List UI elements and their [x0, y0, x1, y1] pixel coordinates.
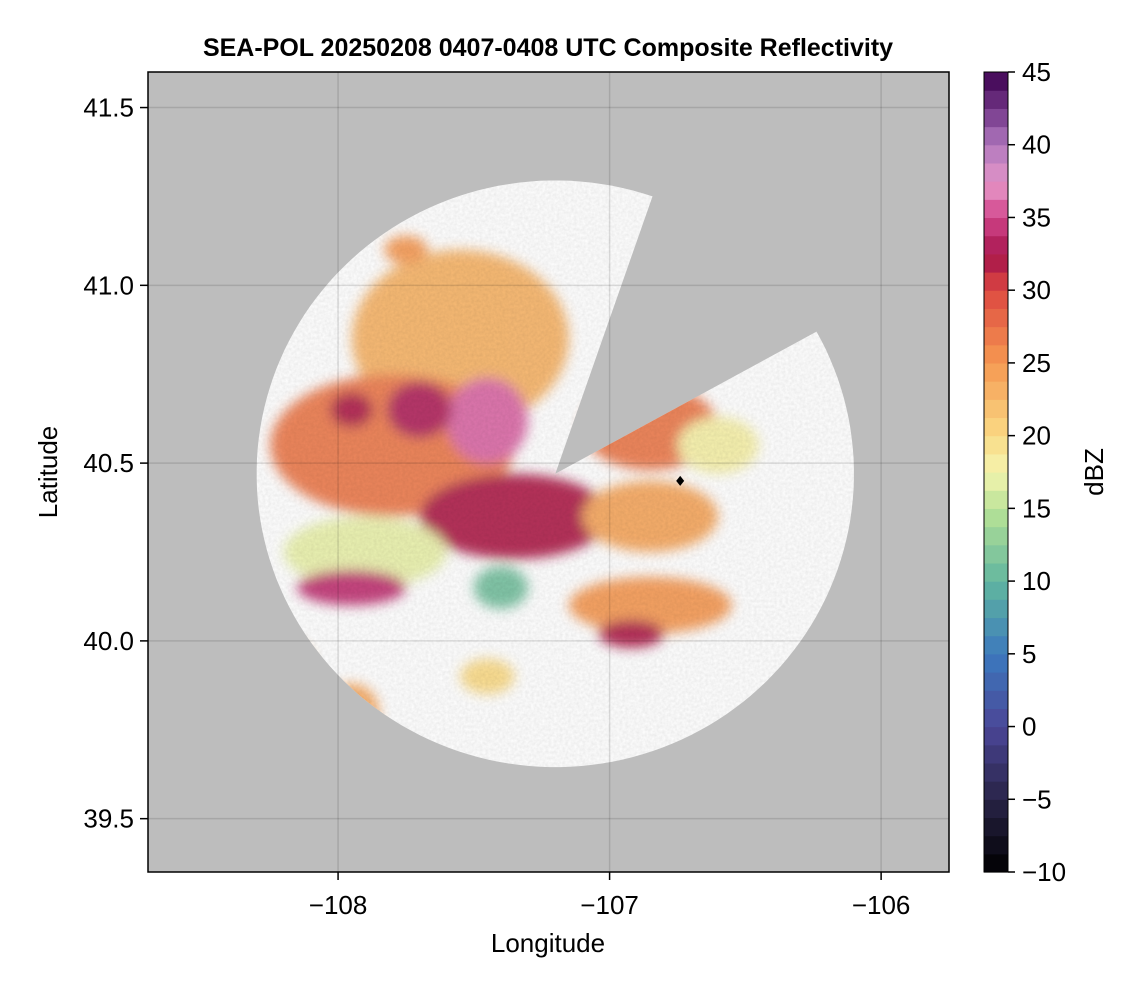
- colorbar-swatch: [984, 435, 1008, 455]
- colorbar-swatch: [984, 781, 1008, 800]
- colorbar-swatch: [984, 762, 1008, 782]
- colorbar-swatch: [984, 199, 1008, 219]
- colorbar-label: dBZ: [1079, 448, 1109, 496]
- colorbar-tick-label: 25: [1022, 348, 1051, 378]
- x-tick-label: −107: [580, 890, 639, 920]
- colorbar-swatch: [984, 326, 1008, 346]
- colorbar-swatch: [984, 490, 1008, 509]
- colorbar-swatch: [984, 417, 1008, 437]
- colorbar-swatch: [984, 253, 1008, 273]
- y-axis-label: Latitude: [33, 426, 63, 519]
- chart-title: SEA-POL 20250208 0407-0408 UTC Composite…: [203, 34, 893, 62]
- colorbar-tick-label: 5: [1022, 639, 1036, 669]
- colorbar-swatch: [984, 344, 1008, 364]
- colorbar-tick-label: 30: [1022, 275, 1051, 305]
- grid-lines: [148, 72, 949, 872]
- colorbar-ticks: −10 −5 0 5 10 15 20 25 30 35 40 45: [1008, 57, 1066, 887]
- colorbar-tick-label: −5: [1022, 784, 1052, 814]
- colorbar-swatch: [984, 635, 1008, 655]
- colorbar-tick-label: 10: [1022, 566, 1051, 596]
- colorbar-swatch: [984, 235, 1008, 255]
- colorbar-swatch: [984, 835, 1008, 855]
- colorbar-swatch: [984, 272, 1008, 291]
- colorbar-swatch: [984, 544, 1008, 564]
- colorbar-swatch: [984, 744, 1008, 764]
- colorbar: [984, 72, 1008, 873]
- y-tick-label: 40.5: [83, 448, 134, 478]
- colorbar-swatch: [984, 162, 1008, 182]
- colorbar-swatch: [984, 672, 1008, 691]
- colorbar-swatch: [984, 90, 1008, 109]
- colorbar-swatch: [984, 599, 1008, 619]
- colorbar-tick-label: −10: [1022, 857, 1066, 887]
- colorbar-swatch: [984, 126, 1008, 146]
- x-axis-ticks: −108 −107 −106: [309, 872, 911, 920]
- colorbar-swatch: [984, 726, 1008, 746]
- colorbar-frame: [983, 71, 1009, 873]
- y-tick-label: 41.0: [83, 270, 134, 300]
- colorbar-swatch: [984, 290, 1008, 309]
- colorbar-tick-label: 20: [1022, 421, 1051, 451]
- colorbar-tick-label: 45: [1022, 57, 1051, 87]
- colorbar-swatch: [984, 472, 1008, 491]
- colorbar-swatch: [984, 108, 1008, 128]
- colorbar-swatch: [984, 72, 1008, 91]
- colorbar-tick-label: 40: [1022, 130, 1051, 160]
- y-tick-label: 40.0: [83, 626, 134, 656]
- y-tick-label: 39.5: [83, 804, 134, 834]
- x-tick-label: −106: [852, 890, 911, 920]
- x-axis-label: Longitude: [491, 928, 605, 958]
- colorbar-swatch: [984, 617, 1008, 637]
- colorbar-swatch: [984, 708, 1008, 728]
- colorbar-swatch: [984, 653, 1008, 673]
- colorbar-swatch: [984, 181, 1008, 200]
- colorbar-swatch: [984, 381, 1008, 400]
- colorbar-tick-label: 15: [1022, 493, 1051, 523]
- colorbar-swatch: [984, 526, 1008, 546]
- colorbar-swatch: [984, 817, 1008, 837]
- colorbar-swatch: [984, 853, 1008, 873]
- colorbar-swatch: [984, 453, 1008, 473]
- colorbar-tick-label: 35: [1022, 202, 1051, 232]
- y-tick-label: 41.5: [83, 93, 134, 123]
- colorbar-swatch: [984, 690, 1008, 709]
- colorbar-swatch: [984, 508, 1008, 528]
- radar-marker: [676, 475, 685, 486]
- plot-frame: [147, 71, 950, 873]
- x-tick-label: −108: [309, 890, 368, 920]
- colorbar-swatch: [984, 399, 1008, 419]
- colorbar-tick-label: 0: [1022, 712, 1036, 742]
- colorbar-swatch: [984, 308, 1008, 328]
- colorbar-swatch: [984, 581, 1008, 600]
- plot-area: [148, 72, 949, 872]
- colorbar-swatch: [984, 562, 1008, 582]
- colorbar-swatch: [984, 144, 1008, 164]
- colorbar-swatch: [984, 217, 1008, 237]
- colorbar-swatch: [984, 799, 1008, 819]
- y-axis-ticks: 39.5 40.0 40.5 41.0 41.5: [83, 93, 148, 834]
- colorbar-swatch: [984, 362, 1008, 382]
